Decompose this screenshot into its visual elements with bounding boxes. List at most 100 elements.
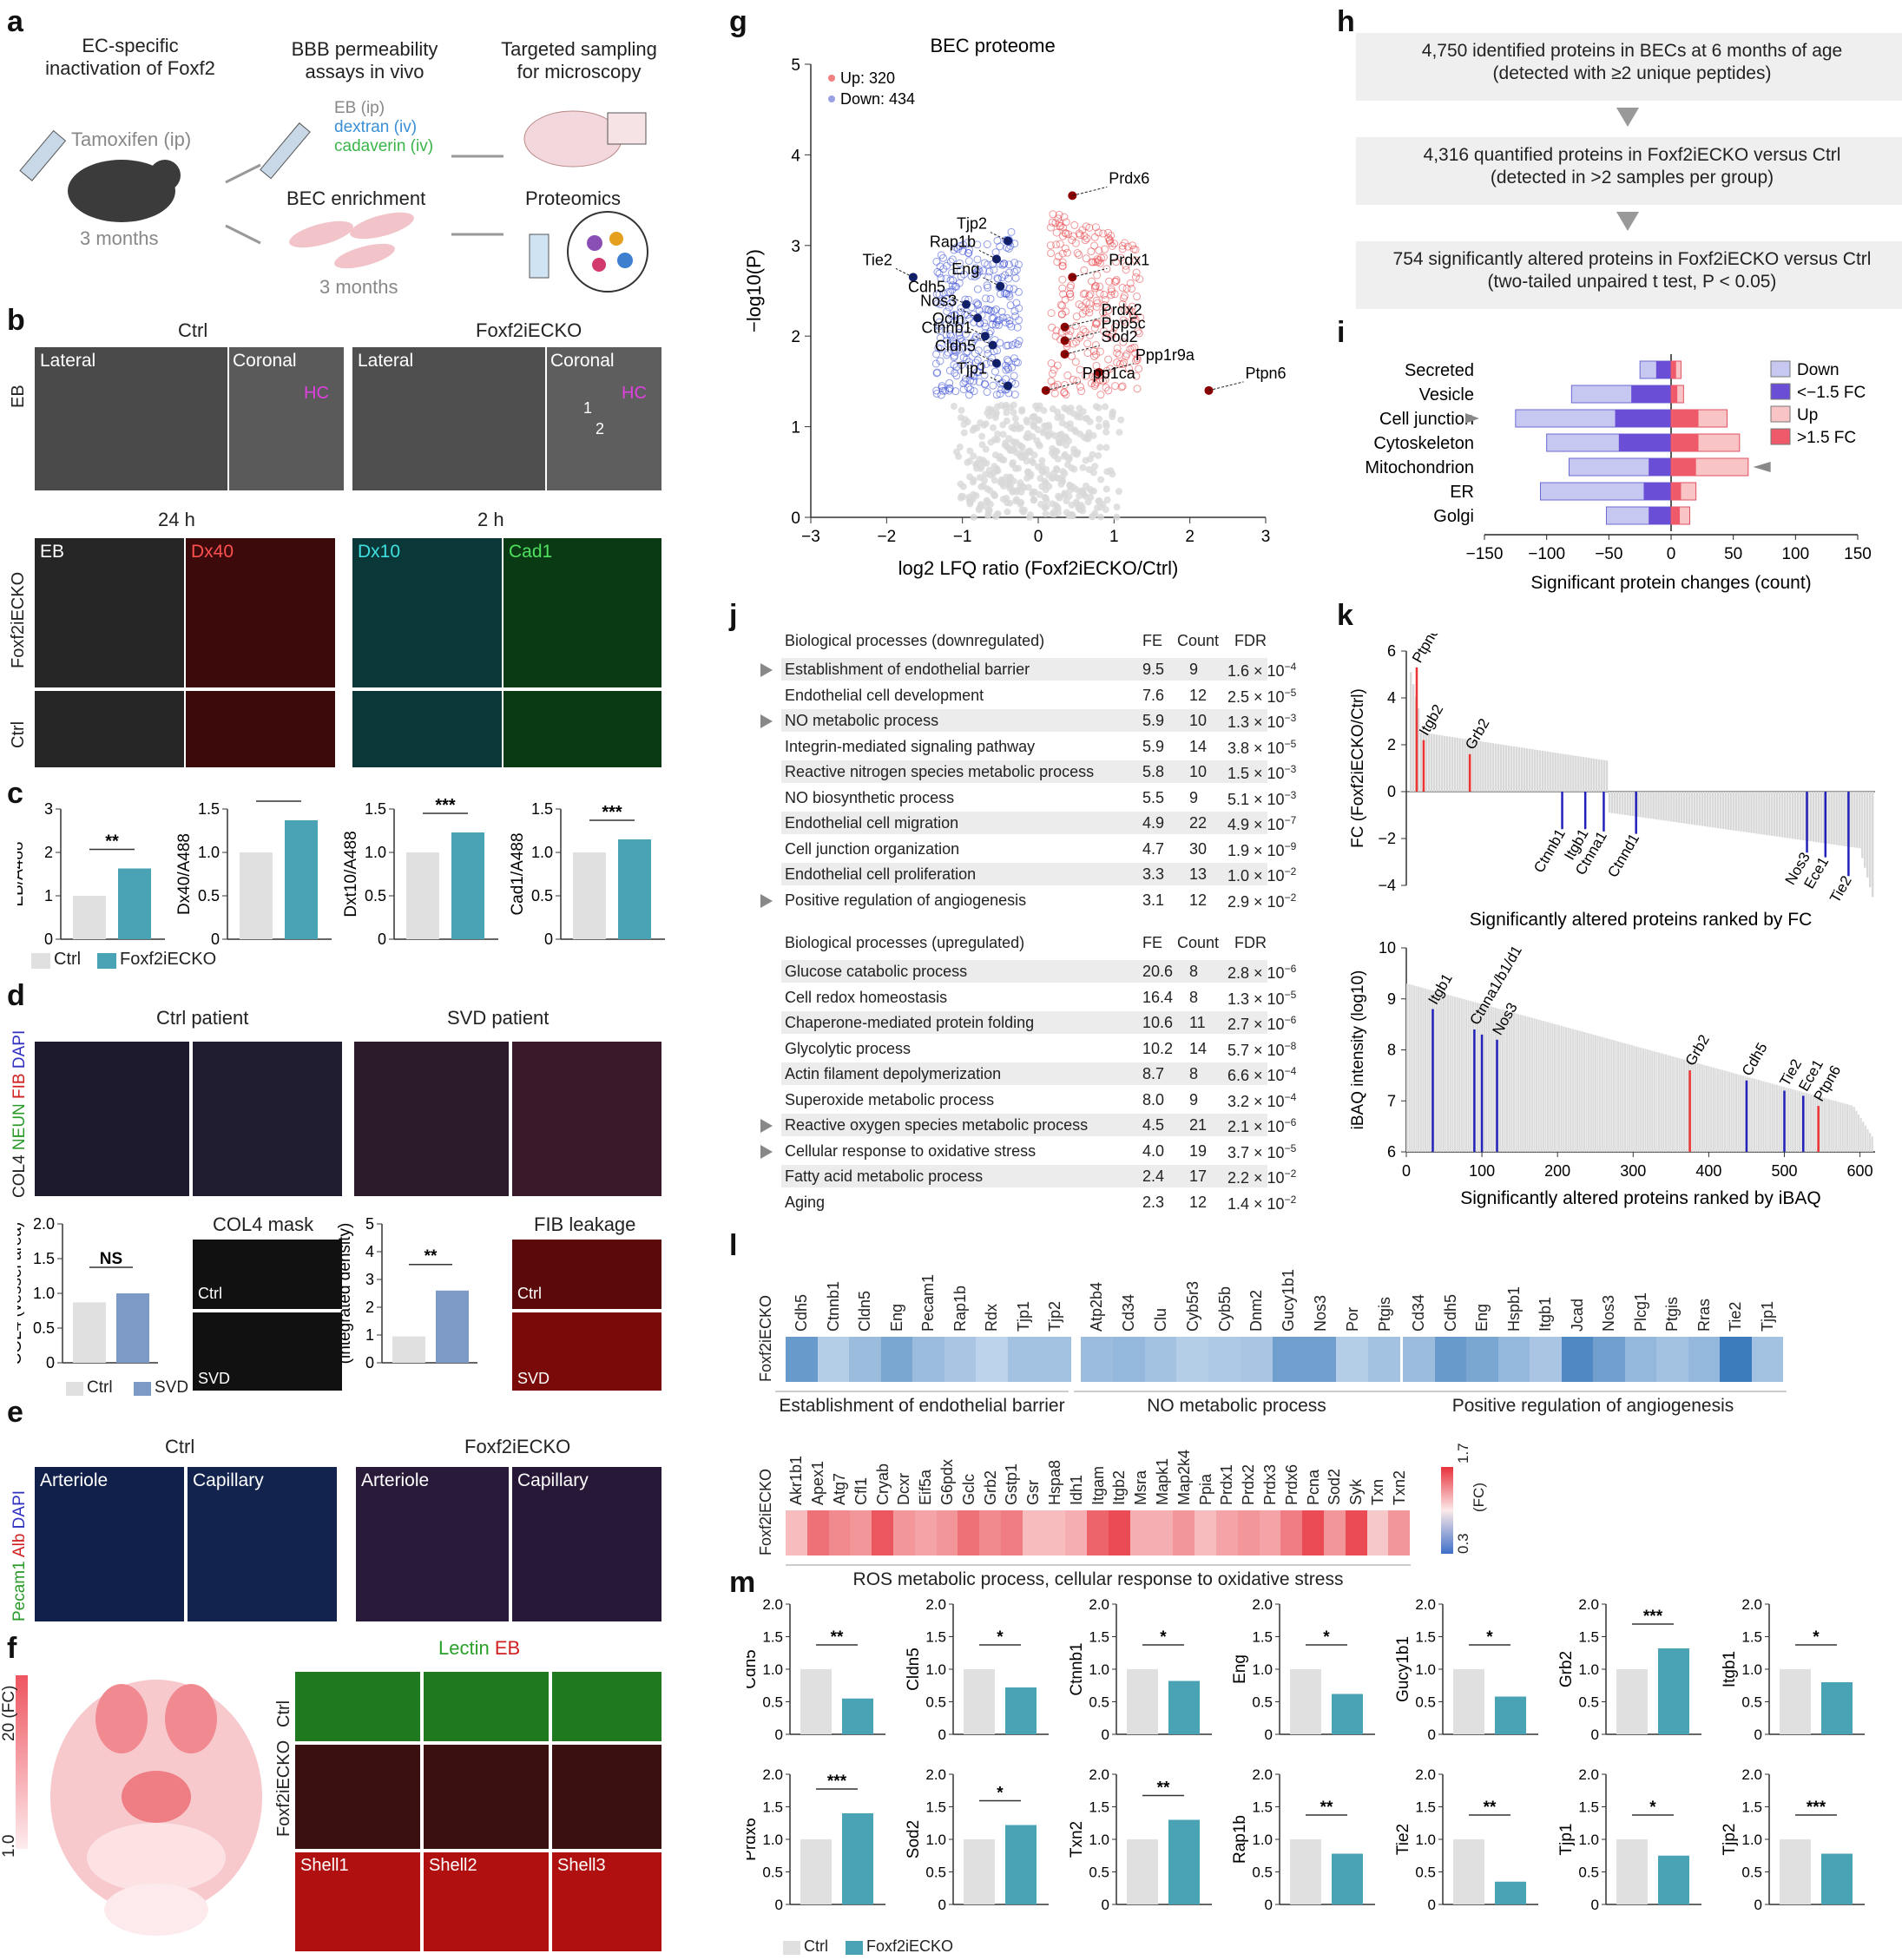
l-gene-label: Syk [1347, 1478, 1366, 1505]
k-top-ytick: 2 [1387, 736, 1396, 753]
protein-mix-icon [567, 211, 648, 293]
l-gene-label: Prdx2 [1240, 1463, 1258, 1505]
svg-text:0.5: 0.5 [1741, 1865, 1762, 1881]
panel-i-label: i [1337, 316, 1346, 349]
svg-text:*: * [1160, 1628, 1167, 1647]
svg-text:**: ** [1157, 1779, 1170, 1798]
m-bar-ko [1495, 1881, 1526, 1904]
l-gene-label: Cd34 [1410, 1293, 1428, 1332]
f-ko-img-1 [295, 1745, 420, 1849]
l-gene-label: Cldn5 [856, 1290, 874, 1332]
svg-text:0: 0 [1428, 1727, 1436, 1743]
k-bottom-ytick: 10 [1379, 939, 1396, 957]
l-heat-cell [976, 1337, 1008, 1382]
c-legend-ctrl: Ctrl [54, 950, 82, 969]
j-down-cell: 3.8 × 10−5 [1227, 737, 1297, 757]
m-chart-Ctnnb1: 0 0.5 1.0 1.5 2.0 * Ctnnb1 [1068, 1596, 1212, 1743]
svg-text:1.5: 1.5 [762, 1629, 783, 1646]
l-group-barrier-line [775, 1391, 1069, 1392]
l-heat-cell [880, 1337, 912, 1382]
c-legend-ko-swatch [97, 953, 116, 969]
svg-text:0.5: 0.5 [1741, 1694, 1762, 1711]
m-chart-Itgb1: 0 0.5 1.0 1.5 2.0 * Itgb1 [1721, 1596, 1865, 1743]
l-heat-cell [1001, 1510, 1023, 1556]
h-box1-l1: 4,750 identified proteins in BECs at 6 m… [1421, 41, 1843, 61]
l-heat-cell [1081, 1337, 1113, 1382]
l-heat-cell [1208, 1337, 1241, 1382]
l-heat-cell [1403, 1337, 1435, 1382]
svg-text:**: ** [1320, 1799, 1333, 1817]
l-heat-cell [806, 1510, 829, 1556]
i-category: Vesicle [1419, 385, 1474, 404]
svg-text:0: 0 [775, 1897, 783, 1913]
j-down-cell: 5.5 [1142, 788, 1165, 806]
panel-l-label: l [729, 1229, 738, 1262]
m-chart-Rap1b: 0 0.5 1.0 1.5 2.0 ** Rap1b [1231, 1766, 1375, 1913]
b-hc-2: HC [622, 384, 647, 403]
j-down-row: Endothelial cell proliferation 3.3 13 1.… [781, 863, 1296, 885]
svg-text:2.0: 2.0 [1415, 1766, 1436, 1783]
svg-text:1.0: 1.0 [1415, 1832, 1436, 1848]
j-marker-triangle-icon [760, 714, 773, 728]
d-stain-dapi: DAPI [10, 1029, 29, 1069]
j-down-cell: 9 [1189, 788, 1199, 806]
k-top-ytick: −4 [1378, 877, 1396, 894]
d-fib-ctrl-lbl: Ctrl [517, 1285, 542, 1302]
svg-text:***: *** [1643, 1608, 1663, 1626]
g-point-Ppp5c [1060, 336, 1069, 345]
m-bar-ctrl [1616, 1669, 1648, 1734]
h-box3-l1: 754 significantly altered proteins in Fo… [1392, 249, 1872, 269]
k-bottom-ytick: 8 [1387, 1042, 1396, 1059]
h-box2-l2: (detected in >2 samples per group) [1490, 168, 1774, 187]
c-tick: 1 [44, 887, 53, 904]
l-gene-label: Rap1b [951, 1285, 969, 1332]
j-down-cell: 5.8 [1142, 763, 1165, 780]
m-chart-Txn2: 0 0.5 1.0 1.5 2.0 ** Txn2 [1068, 1766, 1212, 1913]
c-ylabel: Cad1/A488 [509, 832, 527, 915]
svg-text:1.0: 1.0 [1252, 1661, 1273, 1678]
svg-text:0.5: 0.5 [33, 1319, 55, 1337]
svg-text:1.5: 1.5 [925, 1629, 946, 1646]
j-up-cell: 17 [1189, 1167, 1208, 1185]
l-gene-label: Tjp2 [1046, 1300, 1064, 1332]
svg-text:1.5: 1.5 [1578, 1629, 1599, 1646]
j-down-cell: 9.5 [1142, 661, 1165, 678]
e-capillary-1: Capillary [193, 1470, 264, 1490]
svg-text:2.0: 2.0 [1089, 1596, 1109, 1613]
l-heat-cell [1656, 1337, 1688, 1382]
j-up-cell: 16.4 [1142, 988, 1174, 1006]
k-top-ytick: 6 [1387, 642, 1396, 660]
j-up-cell: 21 [1189, 1116, 1208, 1134]
m-bar-ctrl [800, 1669, 832, 1734]
g-legend-up: Up: 320 [840, 69, 895, 87]
l-gene-label: Rras [1695, 1298, 1713, 1332]
svg-text:1.5: 1.5 [1741, 1799, 1762, 1816]
j-down-cell: 12 [1189, 891, 1208, 909]
j-up-header: Biological processes (upregulated) FE Coun… [781, 934, 1267, 957]
c-bar-ko [618, 839, 651, 939]
i-bar-up-fc [1671, 385, 1678, 403]
svg-text:1.5: 1.5 [1252, 1799, 1273, 1816]
svg-text:1.0: 1.0 [1578, 1661, 1599, 1678]
l-gene-label: Gstp1 [1003, 1463, 1021, 1505]
b-ctrl-lateral-image [35, 347, 227, 490]
b-lateral-1: Lateral [40, 351, 96, 371]
e-stain-pecam: Pecam1 [10, 1561, 29, 1621]
h-box1-l2: (detected with ≥2 unique peptides) [1492, 63, 1772, 83]
f-scale-top: 20 (FC) [0, 1685, 18, 1741]
m-ylabel: Sod2 [905, 1820, 923, 1858]
l-gene-label: Nos3 [1312, 1294, 1329, 1332]
k-top-ytick: −2 [1378, 830, 1396, 847]
j-down-cell: 1.9 × 10−9 [1227, 839, 1297, 859]
svg-text:5: 5 [365, 1215, 374, 1233]
m-chart-Gucy1b1: 0 0.5 1.0 1.5 2.0 * Gucy1b1 [1394, 1596, 1538, 1743]
g-volcano-plot: BEC proteome −3 −2 −1 0 1 2 3 0 1 2 3 4 5 log2 LFQ rat… [743, 35, 1287, 579]
j-up-cell: 11 [1189, 1014, 1206, 1031]
j-up-cell: Actin filament depolymerization [785, 1065, 1002, 1082]
b-dx40-ctrl-image [186, 691, 335, 767]
c-bar-ctrl [73, 896, 106, 939]
g-label-Ocln: Ocln [932, 310, 964, 327]
c-bar-charts: 0 1 2 3 ** EB/A488 0 0.5 1.0 1.5 ** Dx40/A488 0 0.5 1.… [17, 799, 665, 948]
svg-text:1.5: 1.5 [1252, 1629, 1273, 1646]
b-row-ctrl: Ctrl [9, 720, 28, 748]
